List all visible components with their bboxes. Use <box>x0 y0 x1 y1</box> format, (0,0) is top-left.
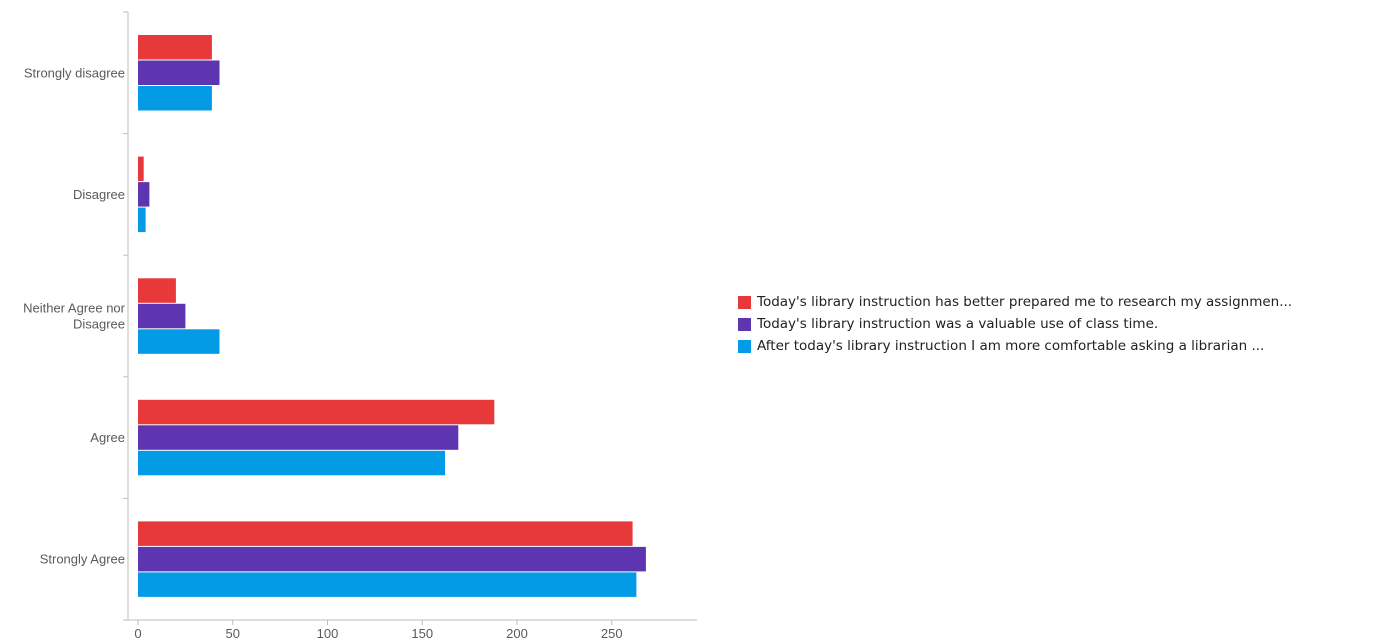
legend: Today's library instruction has better p… <box>738 291 1378 357</box>
category-label: Strongly Agree <box>40 552 125 567</box>
category-label: Strongly disagree <box>24 65 125 80</box>
bar <box>138 35 212 60</box>
bar <box>138 86 212 111</box>
axes <box>123 11 698 625</box>
bars <box>138 35 646 597</box>
legend-label: Today's library instruction was a valuab… <box>757 316 1159 332</box>
bar <box>138 156 144 182</box>
bar <box>138 278 176 303</box>
x-tick-label: 250 <box>601 626 623 641</box>
legend-label: Today's library instruction has better p… <box>757 294 1293 310</box>
x-tick-label: 50 <box>226 626 240 641</box>
legend-swatch <box>738 317 751 331</box>
legend-swatch <box>738 295 751 309</box>
bar <box>138 207 146 233</box>
legend-item[interactable]: Today's library instruction has better p… <box>738 291 1378 313</box>
x-tick-label: 150 <box>411 626 433 641</box>
bar <box>138 425 459 450</box>
category-label: Agree <box>90 430 125 445</box>
bar <box>138 521 633 546</box>
bar <box>138 329 220 354</box>
bar <box>138 399 495 425</box>
labels: 0 50 100 150 200 250 Strongly disagree Disagree… <box>23 65 623 641</box>
bar <box>138 182 150 207</box>
bar <box>138 450 445 476</box>
legend-item[interactable]: Today's library instruction was a valuab… <box>738 313 1378 335</box>
bar <box>138 572 637 597</box>
x-tick-label: 0 <box>134 626 141 641</box>
bar <box>138 60 220 85</box>
bar <box>138 546 646 572</box>
category-label: Disagree <box>73 187 125 202</box>
x-tick-label: 200 <box>506 626 528 641</box>
category-label: Disagree <box>73 317 125 332</box>
legend-label: After today's library instruction I am m… <box>757 338 1265 354</box>
x-tick-label: 100 <box>317 626 339 641</box>
legend-item[interactable]: After today's library instruction I am m… <box>738 335 1378 357</box>
legend-swatch <box>738 339 751 353</box>
bar <box>138 303 186 329</box>
category-label: Neither Agree nor <box>23 301 126 316</box>
